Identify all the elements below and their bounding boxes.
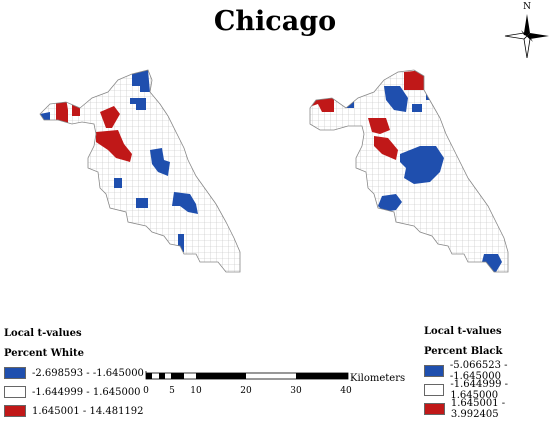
scale-tick: 0 xyxy=(143,386,149,396)
tract-positive xyxy=(72,102,80,116)
tract-negative xyxy=(40,112,50,120)
legend-swatch xyxy=(4,386,26,398)
legend-item: -1.644999 - 1.645000 xyxy=(4,384,144,400)
tract-negative xyxy=(114,178,122,188)
legend-label: -1.644999 - 1.645000 xyxy=(32,386,141,398)
map-title: Chicago xyxy=(213,6,337,37)
north-arrow-icon xyxy=(504,14,549,59)
tract-positive xyxy=(56,98,68,124)
legend-label: -5.066523 - -1.645000 xyxy=(449,360,508,382)
legend-heading: Local t-values xyxy=(424,326,502,337)
scale-tick: 10 xyxy=(190,386,202,396)
legend-label: -2.698593 - -1.645000 xyxy=(32,367,144,379)
tract-positive xyxy=(374,136,398,160)
tract-negative xyxy=(400,146,444,184)
legend-label: 1.645001 - 14.481192 xyxy=(32,405,144,417)
city-outline xyxy=(39,69,241,273)
legend-heading: Local t-values xyxy=(4,328,82,339)
legend-swatch xyxy=(4,367,26,379)
tract-negative xyxy=(384,86,408,112)
tract-positive xyxy=(404,70,426,90)
percent-black-map xyxy=(309,69,509,273)
legend-swatch xyxy=(424,384,445,396)
tract-grid xyxy=(40,70,240,272)
legend-swatch xyxy=(4,405,26,417)
tract-negative xyxy=(378,194,402,212)
scale-tick: 30 xyxy=(290,386,302,396)
legend-item: -1.644999 - 1.645000 xyxy=(424,379,550,401)
tract-negative xyxy=(132,70,150,92)
city-outline xyxy=(309,69,509,273)
legend-swatch xyxy=(424,365,444,377)
scale-tick: 40 xyxy=(340,386,352,396)
legend-label: 1.645001 - 3.992405 xyxy=(450,398,506,420)
legend-item: 1.645001 - 14.481192 xyxy=(4,403,144,419)
legend-percent-black: Local t-values Percent Black -5.066523 -… xyxy=(424,325,550,420)
tract-positive xyxy=(100,106,120,128)
legend-item: -2.698593 - -1.645000 xyxy=(4,365,144,381)
scale-tick: 5 xyxy=(169,386,175,396)
tract-positive xyxy=(368,118,390,134)
tract-negative xyxy=(130,98,146,110)
tract-negative xyxy=(412,104,422,112)
legend-subheading: Percent Black xyxy=(424,346,503,357)
legend-label: -1.644999 - 1.645000 xyxy=(450,379,509,401)
significant-tracts xyxy=(40,70,198,252)
legend-swatch xyxy=(424,403,445,415)
legend-subheading: Percent White xyxy=(4,348,84,359)
scale-bar: 0 5 10 20 30 40 Kilometers xyxy=(143,371,405,396)
tract-negative xyxy=(136,198,148,208)
scale-unit: Kilometers xyxy=(350,373,405,384)
legend-percent-white: Local t-values Percent White -2.698593 -… xyxy=(4,327,144,422)
tract-negative xyxy=(178,234,184,252)
percent-white-map xyxy=(39,69,241,273)
legend-item: 1.645001 - 3.992405 xyxy=(424,398,550,420)
tract-negative xyxy=(172,192,198,214)
scale-tick: 20 xyxy=(240,386,252,396)
tract-positive xyxy=(96,130,132,162)
legend-item: -5.066523 - -1.645000 xyxy=(424,360,550,382)
north-label: N xyxy=(523,2,531,12)
tract-negative xyxy=(150,148,170,176)
